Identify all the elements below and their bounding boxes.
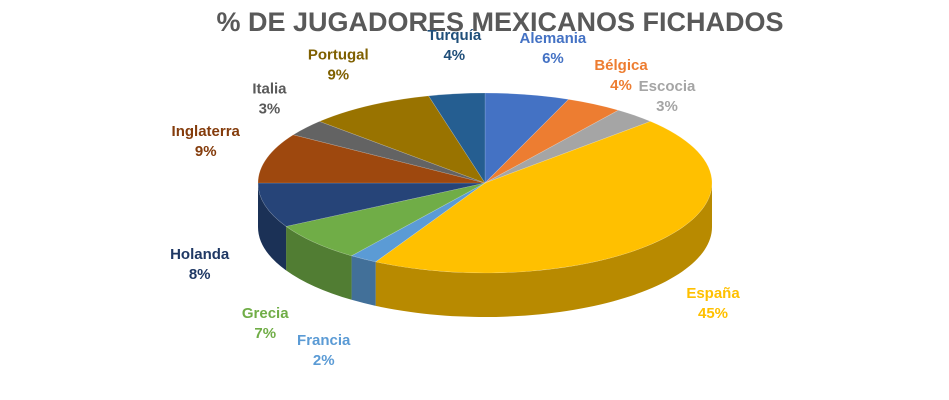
slice-name-label: Inglaterra [172, 123, 241, 140]
slice-inglaterra [257, 134, 486, 184]
slice-name-label: Portugal [308, 46, 369, 63]
slice-alemania [484, 92, 570, 184]
slice-name-label: Grecia [242, 305, 289, 322]
label-grecia: Grecia 7% [242, 305, 289, 342]
label-espana: España 45% [686, 285, 740, 322]
pie-labels: Alemania 6% Bélgica 4% Escocia 3% España 45% Fra… [170, 27, 740, 369]
slice-name-label: Francia [297, 332, 351, 349]
slice-value-label: 8% [189, 266, 211, 283]
slice-portugal [318, 95, 486, 184]
slice-belgica [484, 99, 620, 184]
slice-side-grecia [286, 226, 352, 300]
label-belgica: Bélgica 4% [594, 57, 648, 94]
label-escocia: Escocia 3% [639, 78, 696, 115]
slice-value-label: 3% [656, 98, 678, 115]
pie-slices [257, 92, 713, 274]
slice-name-label: Alemania [520, 30, 587, 47]
slice-value-label: 6% [542, 50, 564, 67]
label-alemania: Alemania 6% [520, 30, 587, 67]
slice-name-label: Turquía [427, 27, 482, 44]
slice-espana [374, 121, 713, 274]
slice-side-holanda [258, 183, 287, 271]
chart-title: % DE JUGADORES MEXICANOS FICHADOS [216, 7, 783, 37]
slice-grecia [285, 182, 486, 257]
slice-value-label: 9% [195, 143, 217, 160]
label-italia: Italia 3% [252, 80, 287, 117]
slice-italia [292, 121, 486, 184]
label-portugal: Portugal 9% [308, 46, 369, 83]
label-holanda: Holanda 8% [170, 246, 230, 283]
slice-name-label: España [686, 285, 740, 302]
slice-francia [350, 182, 486, 263]
slice-side-francia [351, 255, 376, 306]
pie-3d-sides [258, 183, 712, 317]
slice-value-label: 45% [698, 305, 728, 322]
label-francia: Francia 2% [297, 332, 351, 369]
slice-name-label: Holanda [170, 246, 230, 263]
slice-name-label: Italia [252, 80, 287, 97]
slice-name-label: Escocia [639, 78, 696, 95]
slice-value-label: 7% [254, 325, 276, 342]
slice-turquia [428, 92, 486, 185]
slice-name-label: Bélgica [594, 57, 648, 74]
slice-side-espana [375, 183, 712, 317]
slice-value-label: 4% [443, 47, 465, 64]
slice-value-label: 2% [313, 352, 335, 369]
label-inglaterra: Inglaterra 9% [172, 123, 241, 160]
slice-value-label: 4% [610, 77, 632, 94]
slice-value-label: 9% [327, 66, 349, 83]
slice-holanda [257, 182, 486, 227]
slice-value-label: 3% [259, 100, 281, 117]
label-turquia: Turquía 4% [427, 27, 482, 64]
slice-escocia [484, 109, 652, 184]
